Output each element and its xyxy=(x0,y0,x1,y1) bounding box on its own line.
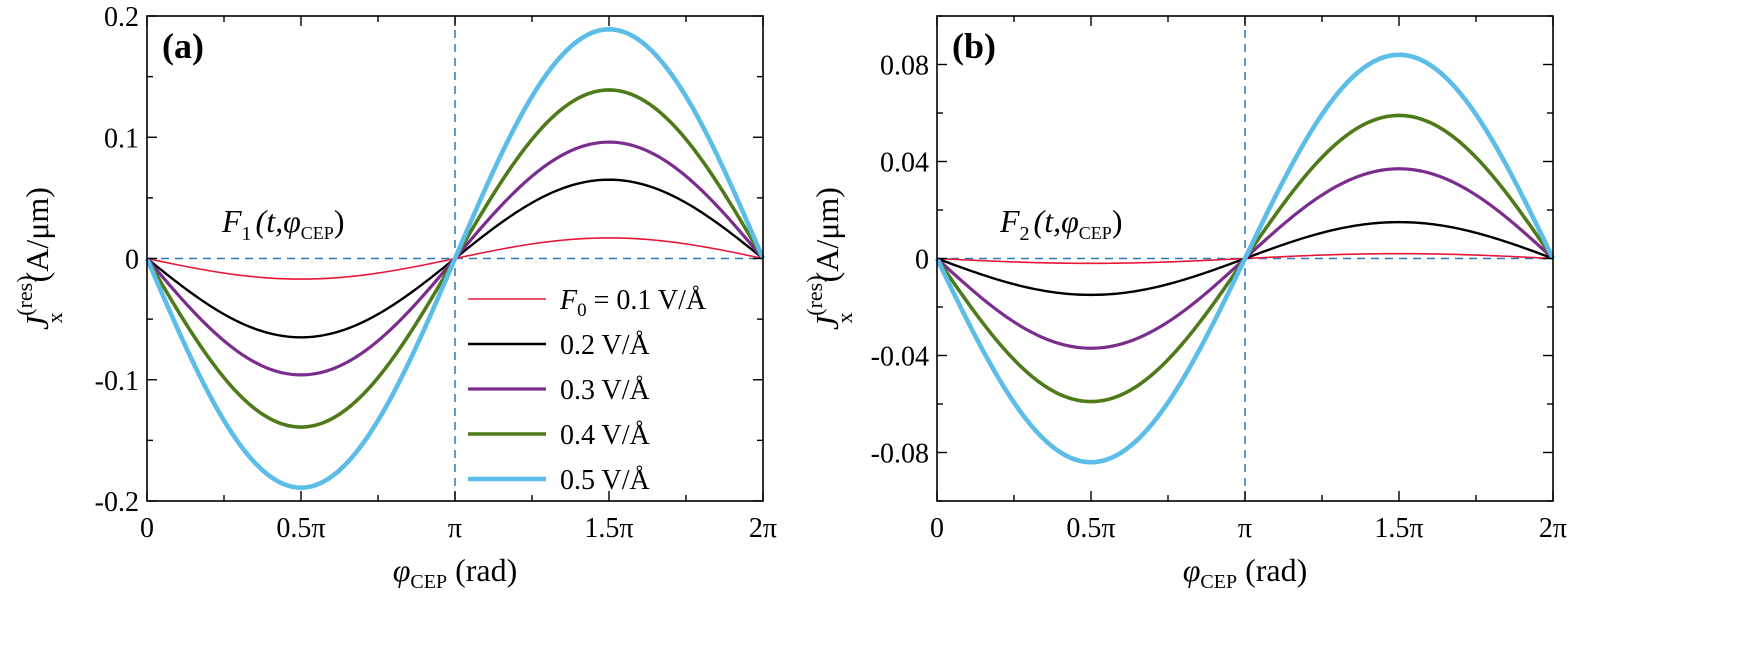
x-tick-label: 0.5π xyxy=(276,513,325,544)
annotation-phi: φ xyxy=(1061,203,1079,239)
y-tick-label: 0.04 xyxy=(880,148,929,179)
y-axis-symbol: J xyxy=(809,314,845,330)
y-tick-label: -0.04 xyxy=(871,342,929,373)
legend-symbol: F xyxy=(559,285,578,316)
series-line-5 xyxy=(144,27,766,490)
annotation-close: ) xyxy=(334,203,345,239)
annotation-phi-subscript: CEP xyxy=(301,223,334,243)
x-axis-label: φCEP (rad) xyxy=(393,552,518,593)
legend-value: 0.2 V/Å xyxy=(560,330,650,361)
x-tick-label: 1.5π xyxy=(1374,513,1423,544)
annotation-subscript: 2 xyxy=(1020,223,1030,245)
legend-label: 0.2 V/Å xyxy=(560,330,650,361)
y-tick-label: -0.1 xyxy=(95,366,139,397)
x-tick-label: π xyxy=(448,513,462,544)
x-axis-subscript: CEP xyxy=(1200,571,1237,593)
field-annotation: F2 (t,φCEP) xyxy=(999,203,1122,245)
y-axis-superscript: (res) xyxy=(12,275,37,315)
y-tick-label: 0.2 xyxy=(104,2,139,33)
annotation-subscript: 1 xyxy=(242,223,252,245)
y-axis-unit: (A/μm) xyxy=(809,187,845,282)
field-annotation: F1 (t,φCEP) xyxy=(221,203,344,245)
x-tick-label: 0 xyxy=(140,513,154,544)
x-axis-phi: φ xyxy=(393,552,411,588)
y-tick-label: 0.08 xyxy=(880,51,929,82)
x-tick-label: π xyxy=(1238,513,1252,544)
y-tick-label: -0.08 xyxy=(871,439,929,470)
legend: F0 = 0.1 V/Å 0.2 V/Å 0.3 V/Å 0.4 V/Å 0.5 V/Å xyxy=(468,285,707,496)
panel-label: (a) xyxy=(162,26,204,66)
legend-label: 0.4 V/Å xyxy=(560,420,650,451)
x-tick-label: 2π xyxy=(1539,513,1567,544)
panel-a: 0 0.5π π 1.5π 2π-0.2-0.100.10.2(a)F1 (t,φCEP)… xyxy=(12,2,777,593)
legend-value: 0.4 V/Å xyxy=(560,420,650,451)
y-axis-symbol: J xyxy=(19,314,55,330)
x-tick-label: 0.5π xyxy=(1066,513,1115,544)
annotation-args: (t, xyxy=(1034,203,1062,239)
annotation-args: (t, xyxy=(256,203,284,239)
y-axis-superscript: (res) xyxy=(802,275,827,315)
x-axis-unit: (rad) xyxy=(447,552,517,588)
legend-label: 0.5 V/Å xyxy=(560,465,650,496)
annotation-phi: φ xyxy=(283,203,301,239)
x-axis-unit: (rad) xyxy=(1237,552,1307,588)
annotation-phi-subscript: CEP xyxy=(1079,223,1112,243)
annotation-close: ) xyxy=(1112,203,1123,239)
svg-text:J(res)x(A/μm): J(res) x (A/μm) xyxy=(12,187,67,330)
series-line-5 xyxy=(934,52,1556,465)
x-axis-subscript: CEP xyxy=(410,571,447,593)
annotation-symbol: F xyxy=(999,203,1020,239)
y-tick-label: -0.2 xyxy=(95,487,139,518)
x-tick-label: 1.5π xyxy=(584,513,633,544)
y-tick-label: 0.1 xyxy=(104,123,139,154)
x-axis-label: φCEP (rad) xyxy=(1183,552,1308,593)
legend-value: 0.3 V/Å xyxy=(560,375,650,406)
y-axis-label: J(res) x (A/μm) xyxy=(12,187,67,330)
svg-text:J(res)x(A/μm): J(res) x (A/μm) xyxy=(802,187,857,330)
y-axis-unit: (A/μm) xyxy=(19,187,55,282)
y-axis-subscript: x xyxy=(832,312,857,323)
legend-label: F0 = 0.1 V/Å xyxy=(559,285,707,321)
x-tick-label: 0 xyxy=(930,513,944,544)
legend-label: 0.3 V/Å xyxy=(560,375,650,406)
y-tick-label: 0 xyxy=(125,245,139,276)
y-tick-label: 0 xyxy=(915,245,929,276)
annotation-symbol: F xyxy=(221,203,242,239)
legend-value: = 0.1 V/Å xyxy=(587,285,707,316)
y-axis-label: J(res) x (A/μm) xyxy=(802,187,857,330)
x-tick-label: 2π xyxy=(749,513,777,544)
legend-value: 0.5 V/Å xyxy=(560,465,650,496)
panel-label: (b) xyxy=(952,26,996,66)
x-axis-phi: φ xyxy=(1183,552,1201,588)
legend-subscript: 0 xyxy=(577,300,587,321)
y-axis-subscript: x xyxy=(42,312,67,323)
